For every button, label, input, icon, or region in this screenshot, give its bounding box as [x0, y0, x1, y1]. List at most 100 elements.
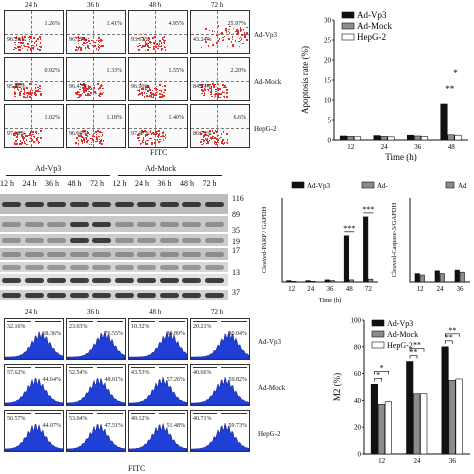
- histogram-gate-right: [159, 367, 185, 368]
- flow-dot: [148, 88, 151, 90]
- histogram-left-percent: 49.12%: [131, 416, 150, 422]
- blot-band: [92, 292, 111, 298]
- flow-dot: [21, 36, 24, 38]
- flow-dot: [161, 93, 163, 96]
- flow-dot: [14, 143, 16, 146]
- flow-dot: [34, 91, 36, 94]
- flow-dot: [32, 48, 35, 51]
- flow-dot: [153, 133, 155, 135]
- flow-dot: [155, 87, 157, 90]
- dotplot-ur-percent: 1.33%: [106, 68, 123, 74]
- legend-swatch: [361, 181, 375, 189]
- flow-dot: [151, 143, 153, 145]
- flow-dot: [234, 40, 237, 42]
- flow-dot: [207, 142, 209, 144]
- blot-lane-label: 48 h: [67, 179, 82, 188]
- flow-dot: [21, 142, 23, 144]
- flow-dot: [240, 38, 243, 40]
- flow-dot: [22, 138, 25, 141]
- bar: [348, 279, 354, 283]
- flow-dot: [81, 142, 84, 144]
- flow-dot: [40, 92, 42, 95]
- blot-kda-label: 89: [232, 210, 240, 219]
- flow-dot: [75, 92, 77, 94]
- flow-dot: [242, 42, 244, 45]
- flow-dot: [35, 94, 38, 96]
- flow-dot: [144, 141, 147, 144]
- histogram-gate-right: [159, 413, 185, 414]
- flow-dot: [152, 47, 155, 49]
- flow-dotplot: 1.40% 97.17%: [128, 104, 188, 148]
- legend-swatch: [445, 181, 455, 189]
- flow-dot: [241, 34, 243, 36]
- flow-dot: [219, 136, 222, 139]
- flow-dot: [243, 32, 246, 34]
- flow-dot: [18, 41, 20, 44]
- blot-band: [2, 221, 21, 227]
- flow-dot: [78, 96, 81, 98]
- flow-dot: [218, 137, 221, 140]
- flow-dot: [89, 86, 92, 88]
- flow-dot: [219, 96, 221, 99]
- flow-dot: [35, 40, 38, 42]
- flow-dot: [29, 137, 32, 139]
- flow-dot: [88, 47, 90, 49]
- flow-dot: [214, 130, 217, 132]
- flow-dot: [37, 86, 40, 89]
- flow-dot: [142, 131, 144, 133]
- flow-dot: [23, 44, 25, 47]
- flow-dot: [152, 132, 154, 134]
- flow-dot: [145, 85, 147, 87]
- flow-dot: [149, 137, 151, 140]
- flow-dot: [212, 44, 214, 46]
- flow-dot: [29, 47, 32, 50]
- flow-dot: [37, 141, 40, 143]
- flow-dot: [26, 49, 29, 51]
- flow-dot: [246, 31, 248, 34]
- flow-dot: [30, 131, 32, 133]
- flow-dot: [221, 31, 224, 34]
- flow-dot: [82, 136, 85, 139]
- flow-dot: [96, 140, 99, 142]
- flow-dot: [149, 41, 151, 43]
- flow-dot: [83, 38, 86, 41]
- flow-dot: [21, 47, 24, 50]
- x-tick-label: 36: [449, 457, 457, 465]
- flow-dot: [159, 93, 161, 95]
- flow-dotplot: 25.97% 43.24%: [190, 10, 250, 54]
- significance-mark: **: [410, 348, 418, 357]
- flow-dot: [162, 130, 165, 133]
- bar: [384, 401, 392, 455]
- flow-dot: [19, 49, 21, 51]
- flow-dot: [154, 142, 156, 145]
- flow-dot: [95, 47, 98, 50]
- flow-dot: [38, 48, 40, 51]
- flow-dot: [201, 89, 203, 91]
- flow-dot: [220, 93, 222, 95]
- blot-band: [69, 201, 89, 207]
- flow-dot: [141, 130, 143, 132]
- flow-dot: [137, 94, 140, 96]
- flow-dot: [220, 136, 223, 139]
- flow-dot: [25, 45, 27, 48]
- flow-dot: [92, 45, 95, 48]
- flow-dot: [99, 95, 101, 98]
- flow-dot: [84, 42, 86, 45]
- flow-dot: [145, 39, 148, 42]
- flow-dot: [88, 143, 91, 146]
- flow-dot: [98, 135, 100, 138]
- blot-band: [69, 237, 89, 243]
- flow-dot: [153, 43, 156, 46]
- flow-dot: [27, 43, 29, 45]
- flow-dot: [210, 90, 213, 92]
- flow-dot: [87, 132, 89, 134]
- histogram-gate-right: [221, 413, 247, 414]
- flow-dot: [201, 86, 203, 88]
- flow-dot: [78, 135, 81, 137]
- flow-histogram: 53.04% 47.51%: [66, 410, 126, 452]
- flow-dot: [207, 135, 209, 138]
- blot-lane-label: 12 h: [112, 179, 127, 188]
- histogram-right-percent: 80.04%: [228, 331, 248, 337]
- panel-a-row-label: Ad-Mock: [254, 78, 282, 86]
- blot-lane-label: 72 h: [202, 179, 217, 188]
